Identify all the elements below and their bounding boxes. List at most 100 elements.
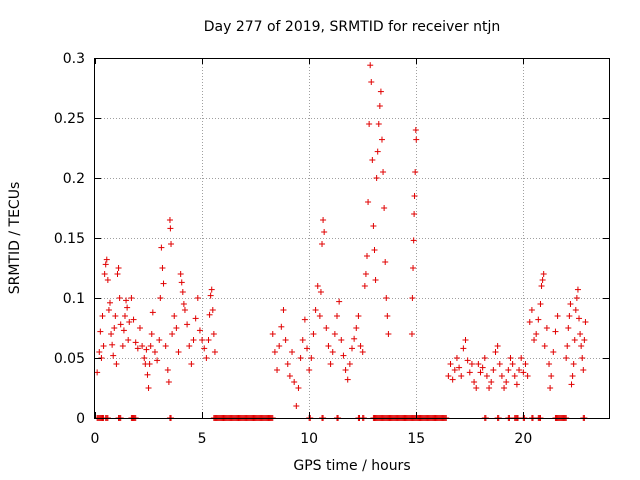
data-point <box>367 62 374 69</box>
data-point <box>301 316 308 323</box>
data-point <box>293 403 300 409</box>
x-tick-label: 15 <box>407 431 425 447</box>
data-point <box>113 361 120 367</box>
y-tick-label: 0.25 <box>54 111 85 127</box>
data-point <box>310 331 317 337</box>
data-point <box>368 79 375 85</box>
data-point <box>143 346 150 353</box>
data-point <box>110 352 117 359</box>
data-point <box>475 361 482 367</box>
data-point <box>460 345 467 352</box>
data-point <box>342 367 349 373</box>
data-point <box>581 337 588 343</box>
data-point <box>355 313 362 319</box>
data-point <box>145 385 152 391</box>
data-point <box>453 355 460 361</box>
data-point <box>565 325 572 331</box>
data-point <box>206 311 213 318</box>
data-point <box>123 297 130 304</box>
data-point <box>490 367 497 373</box>
data-point <box>518 355 525 361</box>
data-point <box>154 357 161 364</box>
data-point <box>100 343 107 349</box>
data-point <box>284 361 291 367</box>
data-point <box>410 265 417 271</box>
data-point <box>276 343 283 349</box>
data-point <box>108 331 115 337</box>
data-point <box>94 369 101 376</box>
data-point <box>481 355 488 361</box>
data-point <box>175 349 182 355</box>
data-point <box>325 343 332 349</box>
data-point <box>380 169 387 175</box>
data-point <box>377 88 384 95</box>
data-point <box>126 319 133 325</box>
data-point <box>188 361 195 367</box>
data-point <box>99 313 106 319</box>
data-point <box>539 277 546 283</box>
data-point <box>574 286 581 293</box>
data-point <box>543 325 550 331</box>
data-point <box>139 343 146 349</box>
data-point <box>121 313 128 319</box>
data-point <box>331 331 338 337</box>
data-point <box>546 361 553 367</box>
data-point <box>449 376 456 383</box>
data-point <box>582 319 589 325</box>
x-tick-label: 0 <box>91 431 100 447</box>
y-tick-label: 0.1 <box>63 291 85 307</box>
data-point <box>169 331 176 337</box>
axis-ticks <box>95 58 609 419</box>
data-point <box>208 286 215 293</box>
data-point <box>117 321 124 328</box>
data-point <box>362 271 369 277</box>
data-point <box>528 307 535 313</box>
data-point <box>334 313 341 319</box>
data-point <box>566 313 573 319</box>
data-point <box>363 253 370 259</box>
data-point <box>207 292 214 299</box>
data-point <box>116 295 123 301</box>
data-point <box>115 265 122 271</box>
data-point <box>537 301 544 307</box>
data-point <box>576 315 583 322</box>
data-point <box>106 299 113 306</box>
data-point <box>136 325 143 331</box>
data-point <box>412 127 419 133</box>
data-point <box>445 373 452 379</box>
data-point <box>181 307 188 313</box>
data-point <box>567 301 574 307</box>
data-point <box>540 271 547 277</box>
data-point <box>456 364 463 371</box>
data-point <box>299 337 306 343</box>
data-point <box>466 369 473 376</box>
data-point <box>366 121 373 127</box>
data-point <box>374 148 381 155</box>
data-point <box>104 277 111 283</box>
data-point <box>327 361 334 367</box>
data-point <box>578 343 585 349</box>
data-point <box>375 121 382 127</box>
data-point <box>503 379 510 385</box>
data-point <box>384 313 391 319</box>
data-point <box>271 349 278 355</box>
data-point <box>353 325 360 331</box>
data-point <box>147 343 154 349</box>
data-point <box>382 259 389 265</box>
data-point <box>372 277 379 283</box>
data-point <box>572 307 579 313</box>
data-point <box>159 265 166 271</box>
data-point <box>120 327 127 334</box>
data-point <box>164 367 171 373</box>
data-point <box>192 315 199 322</box>
tick-labels: 0 5 10 15 20 0 0.05 0.1 0.15 0.2 0.25 0.3 <box>54 51 532 447</box>
data-point <box>340 352 347 359</box>
data-point <box>158 244 165 251</box>
data-point <box>165 379 172 385</box>
data-point <box>468 361 475 367</box>
x-tick-label: 20 <box>514 431 532 447</box>
data-point <box>124 304 131 311</box>
data-point <box>496 361 503 367</box>
data-point <box>209 307 216 313</box>
data-point <box>538 283 545 289</box>
